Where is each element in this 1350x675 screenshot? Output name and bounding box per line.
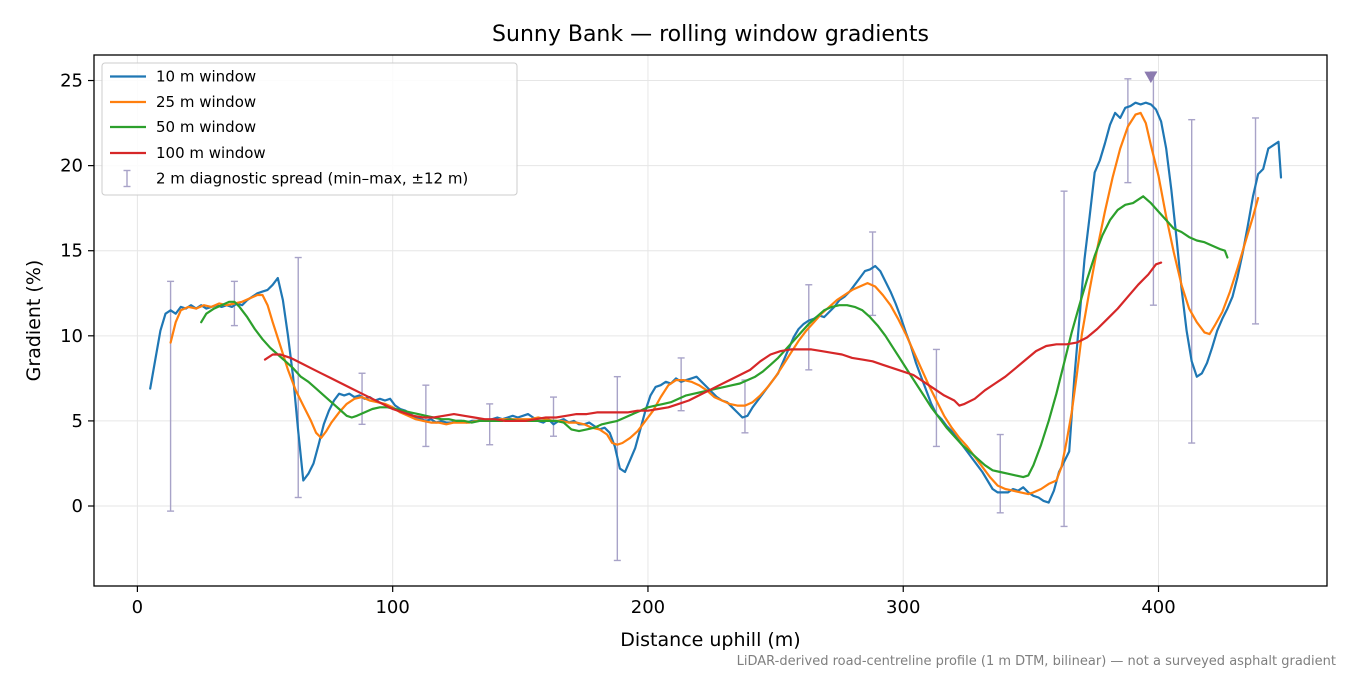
legend-frame [101, 62, 518, 196]
legend-label-3: 50 m window [156, 118, 256, 136]
y-tick-label: 10 [60, 326, 83, 347]
legend: 10 m window 25 m window 50 m window 100 m w… [101, 62, 518, 196]
grid-lines [94, 55, 1327, 586]
y-tick-label: 5 [72, 411, 83, 432]
x-tick-label: 100 [375, 597, 409, 618]
chart-title: Sunny Bank — rolling window gradients [492, 22, 929, 47]
footnote: LiDAR-derived road-centreline profile (1… [737, 654, 1336, 669]
legend-label-1: 10 m window [156, 68, 256, 86]
y-axis-label: Gradient (%) [23, 260, 45, 382]
series-line-4 [263, 261, 1163, 422]
x-tick-label: 200 [631, 597, 665, 618]
y-tick-label: 0 [72, 496, 83, 517]
peak-marker [1144, 71, 1158, 84]
legend-label-spread: 2 m diagnostic spread (min–max, ±12 m) [156, 170, 468, 188]
legend-label-2: 25 m window [156, 93, 256, 111]
x-tick-label: 300 [886, 597, 920, 618]
y-axis-ticks: 0 5 10 15 20 25 [60, 71, 94, 517]
y-tick-label: 25 [60, 71, 83, 92]
legend-items: 10 m window 25 m window 50 m window 100 m w… [110, 68, 468, 188]
x-tick-label: 400 [1141, 597, 1175, 618]
y-tick-label: 15 [60, 241, 83, 262]
series-lines [149, 101, 1283, 504]
y-tick-label: 20 [60, 156, 83, 177]
peak-marker-triangle [1144, 71, 1158, 84]
x-axis-label: Distance uphill (m) [620, 629, 800, 651]
series-line-3 [200, 195, 1229, 479]
legend-label-4: 100 m window [156, 144, 266, 162]
x-tick-label: 0 [132, 597, 143, 618]
series-line-2 [169, 111, 1260, 496]
plot-frame [93, 54, 1328, 587]
x-axis-ticks: 0 100 200 300 400 [132, 586, 1176, 618]
